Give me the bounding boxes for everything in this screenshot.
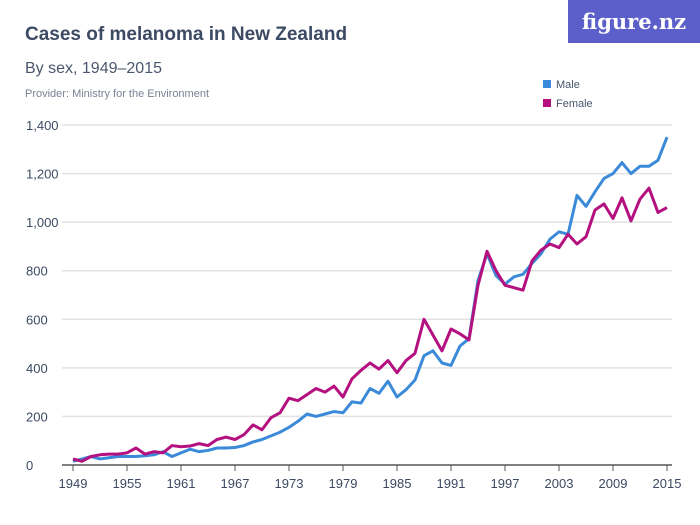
legend-label-male: Male xyxy=(556,79,580,91)
legend-swatch-female xyxy=(543,99,551,107)
provider-note: Provider: Ministry for the Environment xyxy=(25,88,210,100)
y-tick-label: 800 xyxy=(26,264,48,279)
y-tick-label: 600 xyxy=(26,312,48,327)
chart-subtitle: By sex, 1949–2015 xyxy=(25,60,162,77)
x-tick-label: 2003 xyxy=(545,476,574,491)
y-tick-label: 0 xyxy=(26,458,33,473)
y-tick-label: 1,000 xyxy=(26,215,59,230)
x-tick-label: 2015 xyxy=(653,476,682,491)
x-tick-label: 2009 xyxy=(599,476,628,491)
x-tick-label: 1997 xyxy=(491,476,520,491)
x-tick-label: 1979 xyxy=(329,476,358,491)
x-tick-label: 1955 xyxy=(113,476,142,491)
y-tick-label: 200 xyxy=(26,409,48,424)
x-tick-label: 1973 xyxy=(275,476,304,491)
y-tick-label: 1,200 xyxy=(26,167,59,182)
legend-label-female: Female xyxy=(556,98,593,110)
y-tick-label: 1,400 xyxy=(26,118,59,133)
x-tick-label: 1991 xyxy=(437,476,466,491)
x-tick-label: 1949 xyxy=(59,476,88,491)
x-tick-label: 1985 xyxy=(383,476,412,491)
figure-nz-logo[interactable]: figure.nz xyxy=(568,0,700,43)
x-tick-label: 1961 xyxy=(167,476,196,491)
legend-swatch-male xyxy=(543,80,551,88)
series-line-female xyxy=(72,186,668,463)
chart-title: Cases of melanoma in New Zealand xyxy=(25,24,348,45)
x-tick-label: 1967 xyxy=(221,476,250,491)
series-line-male xyxy=(72,136,669,463)
y-tick-label: 400 xyxy=(26,361,48,376)
